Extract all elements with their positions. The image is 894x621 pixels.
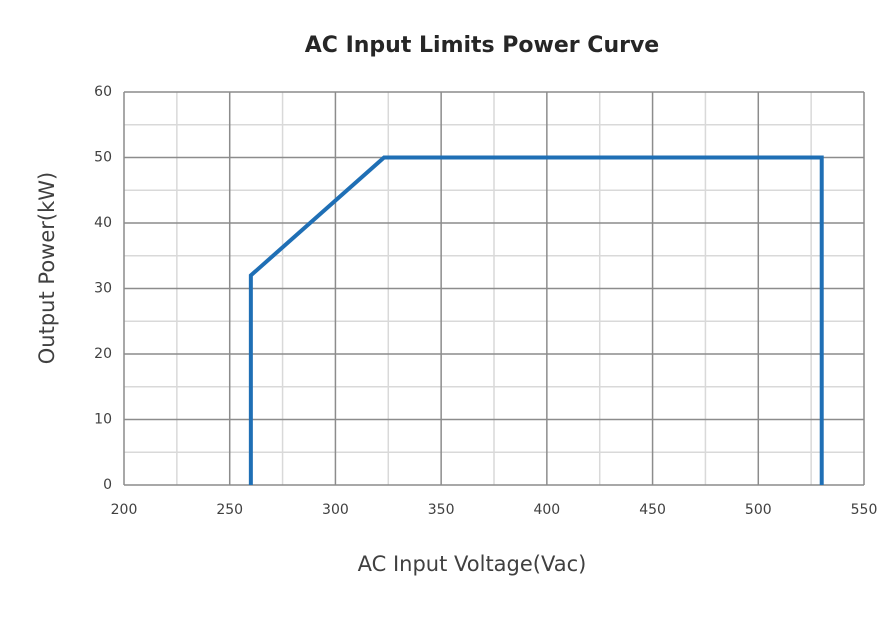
x-tick-label: 250 — [216, 502, 243, 518]
x-tick-label: 300 — [322, 502, 349, 518]
chart-title: AC Input Limits Power Curve — [305, 33, 659, 58]
x-tick-label: 500 — [745, 502, 772, 518]
y-tick-label: 20 — [94, 346, 112, 362]
y-tick-label: 50 — [94, 150, 112, 166]
x-tick-label: 200 — [111, 502, 138, 518]
x-axis-title: AC Input Voltage(Vac) — [358, 552, 587, 576]
y-tick-label: 10 — [94, 412, 112, 428]
y-tick-label: 0 — [103, 477, 112, 493]
x-tick-label: 450 — [639, 502, 666, 518]
y-axis-title: Output Power(kW) — [35, 172, 59, 364]
x-tick-label: 550 — [851, 502, 878, 518]
y-tick-label: 60 — [94, 84, 112, 100]
line-series — [248, 155, 824, 485]
x-tick-label: 400 — [533, 502, 560, 518]
y-tick-label: 40 — [94, 215, 112, 231]
x-tick-label: 350 — [428, 502, 455, 518]
y-tick-label: 30 — [94, 281, 112, 297]
